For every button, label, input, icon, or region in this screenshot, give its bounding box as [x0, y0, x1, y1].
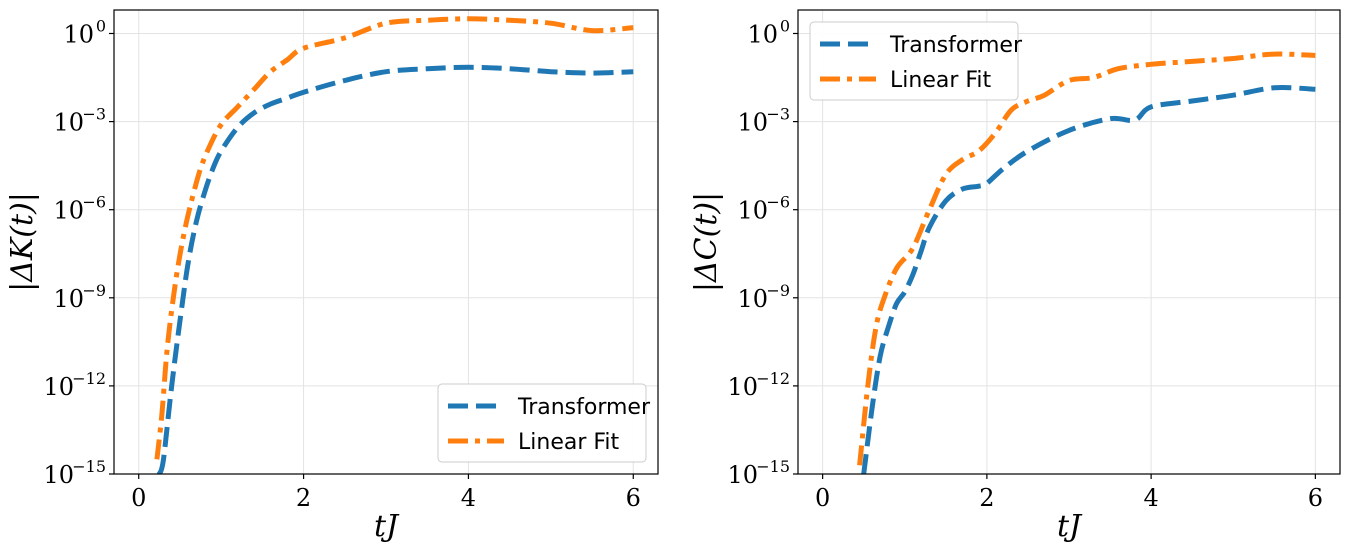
legend-label: Transformer	[517, 395, 651, 420]
y-tick-exponent: −3	[82, 105, 106, 124]
x-tick-label: 6	[1308, 484, 1323, 512]
x-axis-label: tJ	[1057, 509, 1083, 544]
y-axis-label: |ΔK(t)|	[5, 192, 40, 292]
y-tick-label: 10	[63, 20, 94, 48]
x-tick-label: 2	[296, 484, 311, 512]
series-line-transformer	[861, 85, 1316, 474]
y-tick-label: 10	[737, 285, 768, 313]
y-tick-label: 10	[53, 285, 84, 313]
plot-frame	[797, 9, 1341, 475]
right-chart-panel: 0 2 4 6010−310−610−910−1210−1510tJ|ΔC(t)|Tr…	[689, 9, 1341, 544]
y-tick-label: 10	[747, 20, 778, 48]
y-tick-exponent: −6	[766, 193, 790, 212]
x-axis-label: tJ	[374, 509, 400, 544]
y-tick-exponent: −9	[82, 281, 106, 300]
legend: Transformer Linear Fit	[809, 21, 1023, 101]
y-tick-exponent: −12	[72, 369, 106, 388]
x-tick-label: 2	[979, 484, 994, 512]
left-chart-panel: 0 2 4 6010−310−610−910−1210−1510tJ|ΔK(t)|Tr…	[5, 9, 659, 544]
y-tick-exponent: 0	[780, 16, 790, 35]
series-line-transformer	[156, 64, 634, 474]
y-tick-label: 10	[727, 461, 758, 489]
y-tick-label: 10	[737, 109, 768, 137]
y-tick-exponent: −6	[82, 193, 106, 212]
y-tick-label: 10	[53, 109, 84, 137]
y-tick-exponent: −15	[72, 457, 106, 476]
y-tick-exponent: 0	[96, 16, 106, 35]
y-axis-label: |ΔC(t)|	[689, 192, 724, 292]
legend-label: Linear Fit	[518, 430, 620, 455]
y-tick-label: 10	[43, 373, 74, 401]
y-tick-label: 10	[727, 373, 758, 401]
y-tick-label: 10	[737, 197, 768, 225]
series-line-linear-fit	[857, 51, 1316, 466]
x-tick-label: 6	[626, 484, 641, 512]
series-line-linear-fit	[154, 16, 634, 460]
y-tick-exponent: −3	[766, 105, 790, 124]
y-tick-exponent: −15	[756, 457, 790, 476]
y-tick-exponent: −9	[766, 281, 790, 300]
y-tick-label: 10	[43, 461, 74, 489]
x-tick-label: 4	[461, 484, 476, 512]
plot-frame	[113, 9, 659, 475]
legend-label: Transformer	[889, 33, 1023, 58]
y-tick-exponent: −12	[756, 369, 790, 388]
y-tick-label: 10	[53, 197, 84, 225]
x-tick-label: 4	[1143, 484, 1158, 512]
legend: Transformer Linear Fit	[437, 383, 651, 463]
x-tick-label: 0	[131, 484, 146, 512]
x-tick-label: 0	[815, 484, 830, 512]
legend-label: Linear Fit	[890, 68, 992, 93]
